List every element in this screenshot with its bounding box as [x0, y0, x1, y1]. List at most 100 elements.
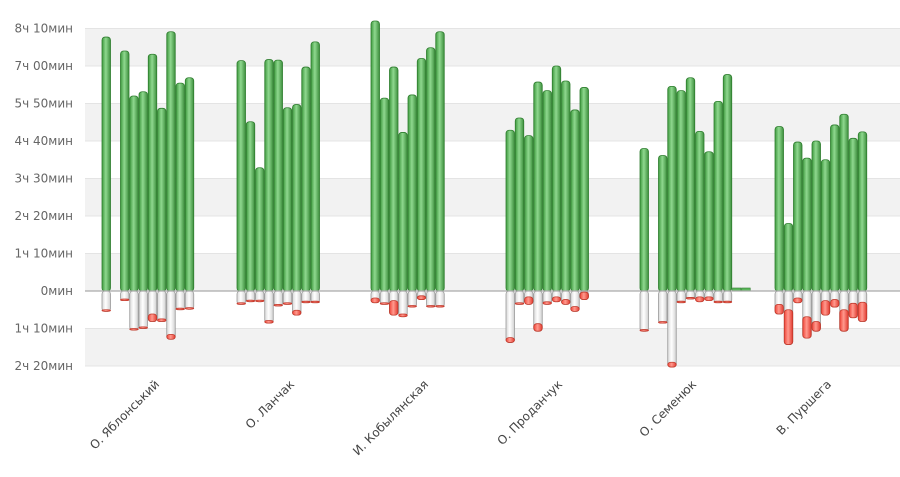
bar-negative-overtime — [667, 361, 677, 368]
bar-positive — [514, 117, 525, 292]
bar-negative-overtime — [101, 309, 111, 312]
bar-negative-overtime — [857, 301, 868, 322]
bar-negative-overtime — [426, 305, 436, 308]
bar-positive — [685, 77, 696, 292]
bar-positive — [389, 66, 399, 292]
bar-negative-overtime — [820, 300, 831, 316]
bar-negative-overtime — [120, 298, 130, 302]
bar-positive — [301, 66, 311, 292]
bar-positive — [407, 94, 417, 292]
bar-positive — [416, 58, 427, 292]
bar-positive — [676, 90, 686, 292]
bar-negative — [505, 290, 515, 343]
bar-negative — [129, 290, 139, 331]
bar-negative — [667, 290, 677, 368]
bar-positive — [667, 85, 677, 292]
bar-negative — [166, 290, 176, 340]
y-tick-label: 1ч 10мин — [14, 322, 73, 336]
bar-negative-overtime — [839, 309, 849, 332]
y-tick-label: 0мин — [41, 284, 73, 298]
x-category-label: О. Ланчак — [243, 377, 297, 431]
bar-positive — [398, 132, 408, 292]
bar-positive — [551, 65, 562, 292]
bar-negative-overtime — [542, 301, 552, 305]
y-tick-label: 7ч 00мин — [14, 59, 73, 73]
bar-positive — [524, 135, 534, 292]
bar-negative-overtime — [184, 307, 195, 310]
bar-positive — [426, 47, 436, 292]
grid-band — [85, 328, 900, 366]
bar-negative-overtime — [157, 318, 167, 322]
bar-positive — [505, 129, 515, 292]
bar-negative-overtime — [236, 302, 246, 305]
bar-positive — [658, 155, 668, 292]
bar-positive — [435, 31, 445, 292]
x-category-label: О. Проданчук — [494, 377, 565, 448]
bar-negative — [658, 290, 668, 324]
bar-positive — [157, 107, 167, 292]
bar-positive — [802, 157, 812, 292]
grid-bands — [85, 28, 900, 366]
bar-positive — [704, 151, 714, 292]
grid-band — [85, 253, 900, 291]
bar-negative — [379, 290, 390, 305]
bar-positive — [236, 60, 246, 292]
bar-negative-overtime — [398, 313, 408, 318]
bar-group — [774, 113, 868, 345]
bar-positive — [129, 95, 139, 292]
bar-positive — [166, 31, 176, 292]
bar-negative-overtime — [138, 326, 148, 329]
x-category-label: О. Яблонський — [87, 377, 162, 452]
bar-negative-overtime — [129, 328, 139, 331]
bar-negative — [236, 290, 246, 305]
bar-negative — [101, 290, 111, 312]
bar-negative — [398, 290, 408, 318]
bar-negative — [514, 290, 525, 305]
bar-negative-overtime — [505, 337, 515, 343]
bar-negative-overtime — [301, 300, 311, 304]
bar-negative — [157, 290, 167, 322]
bar-negative — [407, 290, 417, 308]
bar-negative-overtime — [533, 323, 543, 332]
bar-negative-overtime — [282, 302, 293, 305]
bar-positive — [695, 130, 705, 292]
y-tick-label: 2ч 20мин — [14, 209, 73, 223]
bar-negative-overtime — [292, 309, 302, 316]
bar-positive — [138, 91, 148, 292]
bar-negative-overtime — [147, 313, 158, 322]
bar-negative-overtime — [793, 297, 803, 304]
grid-band — [85, 103, 900, 141]
bar-negative — [273, 290, 283, 307]
bar-positive — [255, 167, 265, 292]
bar-negative-overtime — [389, 300, 399, 316]
bar-positive — [783, 223, 794, 292]
bar-negative-overtime — [676, 300, 686, 304]
bar-positive — [370, 20, 380, 292]
y-tick-label: 3ч 30мин — [14, 172, 73, 186]
bar-negative-overtime — [774, 303, 784, 315]
bar-group — [639, 74, 751, 368]
bar-positive — [175, 82, 185, 292]
bar-negative — [264, 290, 274, 324]
bar-positive — [292, 104, 302, 292]
bar-positive — [184, 77, 195, 292]
grid-band — [85, 28, 900, 66]
y-tick-label: 8ч 10мин — [14, 22, 73, 36]
bar-negative — [426, 290, 436, 308]
bar-positive — [570, 109, 580, 292]
bar-positive — [830, 124, 840, 292]
bar-negative-overtime — [811, 321, 821, 332]
bar-negative-overtime — [695, 296, 705, 303]
bar-negative — [175, 290, 185, 311]
bar-negative-overtime — [310, 300, 320, 304]
bar-positive — [120, 50, 130, 292]
bar-positive — [713, 100, 723, 292]
bar-negative-overtime — [379, 302, 390, 305]
bar-negative-overtime — [166, 333, 176, 340]
bar-negative-overtime — [722, 300, 733, 304]
bar-positive — [793, 141, 803, 292]
bar-positive — [857, 131, 868, 292]
bar-negative-overtime — [264, 320, 274, 324]
x-category-label: В. Пуршега — [774, 377, 835, 438]
